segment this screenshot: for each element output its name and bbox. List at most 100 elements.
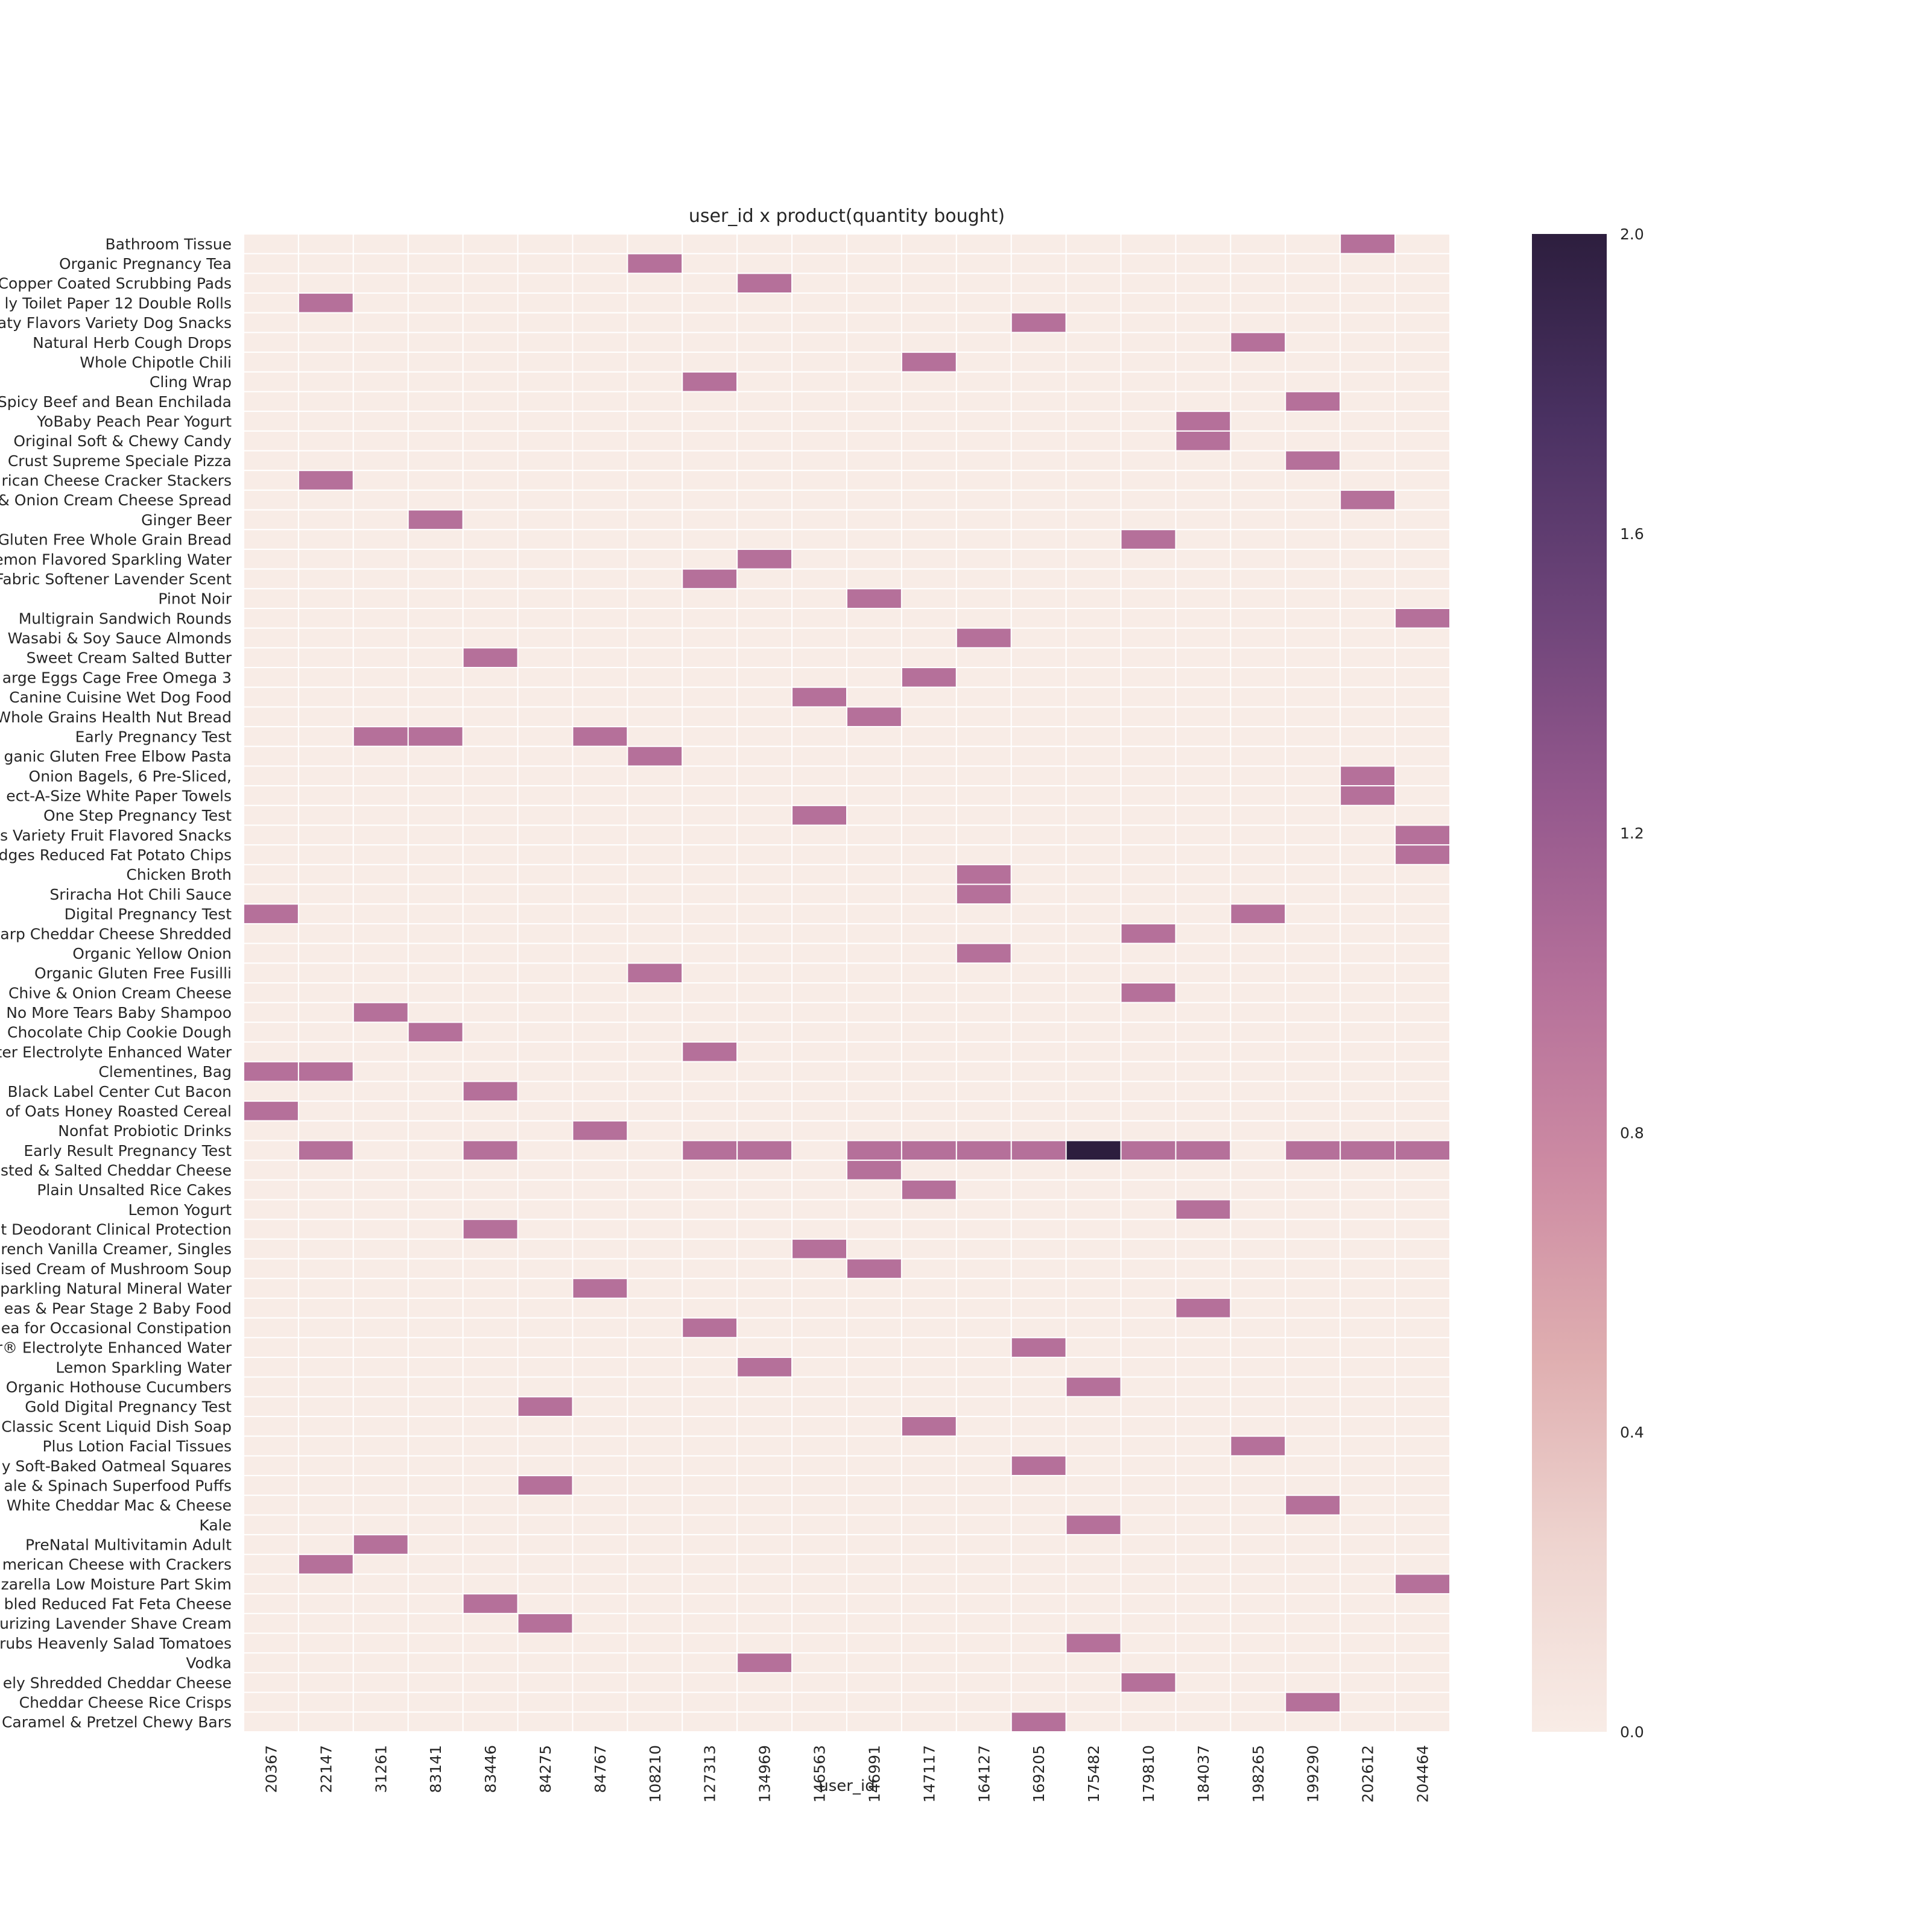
y-tick-label: & Onion Cream Cheese Spread [0, 491, 232, 509]
heatmap-cell [572, 233, 628, 254]
heatmap-cell [627, 509, 683, 531]
heatmap-cell [1340, 1081, 1396, 1102]
colorbar-tick-label: 1.2 [1620, 825, 1644, 842]
y-tick-label: Vodka [186, 1655, 232, 1672]
heatmap-cell [900, 667, 957, 688]
heatmap-cell [1230, 765, 1286, 787]
heatmap-cell [1394, 1258, 1451, 1280]
heatmap-cell [407, 1475, 464, 1496]
heatmap-cell [791, 923, 847, 944]
heatmap-cell [297, 332, 354, 353]
heatmap-cell [846, 253, 902, 274]
heatmap-cell [1230, 1061, 1286, 1082]
heatmap-cell [1230, 450, 1286, 472]
heatmap-cell [955, 332, 1012, 353]
x-tick-label: 169205 [1030, 1745, 1048, 1802]
heatmap-cell [407, 1593, 464, 1614]
heatmap-cell [1394, 430, 1451, 452]
heatmap-cell [791, 1357, 847, 1378]
heatmap-cell [297, 1711, 354, 1733]
heatmap-cell [900, 1593, 957, 1614]
heatmap-cell [297, 1534, 354, 1555]
heatmap-cell [297, 706, 354, 728]
heatmap-cell [682, 1297, 738, 1319]
heatmap-cell [572, 1612, 628, 1634]
heatmap-cell [955, 903, 1012, 924]
heatmap-cell [517, 1494, 574, 1516]
heatmap-cell [955, 1514, 1012, 1536]
heatmap-cell [1120, 942, 1177, 964]
heatmap-cell [1175, 1632, 1232, 1654]
heatmap-cell [1175, 1140, 1232, 1161]
heatmap-cell [1065, 1711, 1122, 1733]
heatmap-cell [900, 1337, 957, 1359]
heatmap-cell [955, 1632, 1012, 1654]
heatmap-cell [1120, 765, 1177, 787]
heatmap-cell [352, 1219, 409, 1240]
heatmap-cell [1230, 627, 1286, 649]
heatmap-cell [297, 1041, 354, 1062]
heatmap-cell [846, 411, 902, 432]
heatmap-cell [517, 450, 574, 472]
heatmap-cell [1285, 1632, 1341, 1654]
heatmap-cell [1120, 1238, 1177, 1260]
heatmap-cell [1120, 627, 1177, 649]
heatmap-cell [791, 1672, 847, 1693]
heatmap-cell [297, 923, 354, 944]
heatmap-cell [297, 411, 354, 432]
x-tick-label: 31261 [372, 1745, 390, 1793]
heatmap-cell [517, 942, 574, 964]
heatmap-cell [1340, 1002, 1396, 1023]
heatmap-cell [572, 1593, 628, 1614]
heatmap-cell [407, 1711, 464, 1733]
heatmap-cell [1285, 627, 1341, 649]
heatmap-cell [517, 470, 574, 491]
heatmap-cell [791, 1002, 847, 1023]
heatmap-cell [791, 1632, 847, 1654]
heatmap-cell [736, 509, 793, 531]
heatmap-cell [1340, 450, 1396, 472]
heatmap-cell [900, 903, 957, 924]
heatmap-cell [1230, 529, 1286, 550]
heatmap-cell [1285, 785, 1341, 806]
heatmap-cell [517, 1593, 574, 1614]
heatmap-cell [352, 411, 409, 432]
heatmap-cell [1340, 1140, 1396, 1161]
heatmap-cell [243, 844, 299, 865]
heatmap-cell [1394, 1199, 1451, 1220]
heatmap-cell [682, 1593, 738, 1614]
heatmap-cell [297, 745, 354, 767]
heatmap-cell [627, 608, 683, 629]
heatmap-cell [352, 1534, 409, 1555]
heatmap-cell [297, 253, 354, 274]
heatmap-cell [407, 706, 464, 728]
heatmap-cell [297, 509, 354, 531]
heatmap-cell [1010, 1100, 1067, 1122]
heatmap-cell [1175, 962, 1232, 983]
heatmap-cell [1230, 726, 1286, 747]
heatmap-cell [955, 785, 1012, 806]
heatmap-cell [1340, 1593, 1396, 1614]
heatmap-cell [517, 548, 574, 570]
y-tick-label: Early Pregnancy Test [75, 728, 232, 745]
heatmap-cell [955, 352, 1012, 373]
heatmap-cell [1230, 548, 1286, 570]
heatmap-cell [682, 627, 738, 649]
heatmap-cell [407, 1416, 464, 1437]
heatmap-cell [407, 352, 464, 373]
heatmap-cell [297, 548, 354, 570]
heatmap-cell [517, 706, 574, 728]
heatmap-cell [682, 1691, 738, 1713]
heatmap-cell [846, 1238, 902, 1260]
y-tick-label: Cling Wrap [150, 373, 232, 391]
heatmap-cell [1285, 1219, 1341, 1240]
heatmap-cell [297, 1416, 354, 1437]
heatmap-cell [297, 1258, 354, 1280]
heatmap-cell [1285, 1494, 1341, 1516]
heatmap-cell [462, 411, 519, 432]
heatmap-cell [1394, 1337, 1451, 1359]
heatmap-cell [243, 745, 299, 767]
heatmap-cell [462, 1652, 519, 1673]
heatmap-cell [1285, 647, 1341, 669]
x-tick-label: 84767 [592, 1745, 609, 1793]
